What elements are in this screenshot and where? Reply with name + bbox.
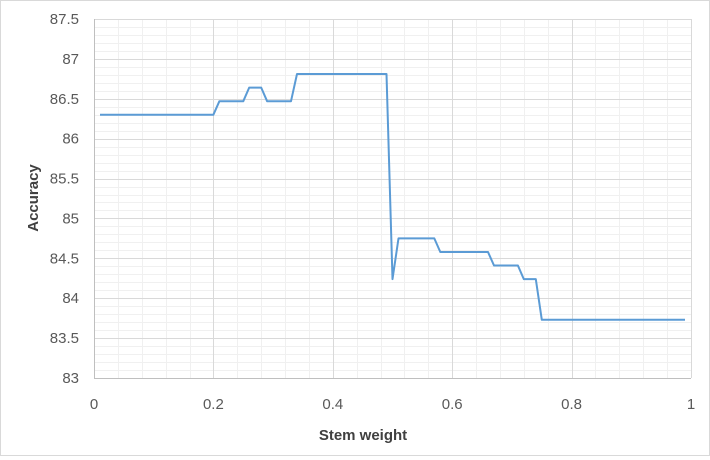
y-tick-label: 83.5: [50, 330, 79, 347]
y-tick-labels: 83 83.5 84 84.5 85 85.5 86 86.5 87 87.5: [50, 11, 79, 387]
y-tick-label: 84.5: [50, 250, 79, 267]
x-tick-label: 0: [90, 396, 98, 413]
axes: [94, 19, 691, 379]
series-line-1: [100, 73, 685, 321]
series-layer: [100, 73, 685, 321]
y-tick-label: 85.5: [50, 171, 79, 188]
x-tick-label: 0.6: [442, 396, 463, 413]
major-gridlines: [94, 19, 692, 379]
y-tick-label: 87.5: [50, 11, 79, 28]
y-axis-label: Accuracy: [25, 164, 42, 232]
x-tick-label: 0.8: [561, 396, 582, 413]
y-tick-label: 83: [62, 370, 79, 387]
x-axis-label: Stem weight: [319, 427, 407, 444]
x-tick-labels: 0 0.2 0.4 0.6 0.8 1: [90, 396, 695, 413]
y-tick-label: 85: [62, 210, 79, 227]
y-tick-label: 84: [62, 290, 79, 307]
x-tick-label: 0.4: [322, 396, 343, 413]
y-tick-label: 86.5: [50, 91, 79, 108]
x-tick-label: 1: [687, 396, 695, 413]
minor-gridlines: [94, 19, 692, 379]
y-tick-label: 87: [62, 51, 79, 68]
x-tick-label: 0.2: [203, 396, 224, 413]
y-tick-label: 86: [62, 131, 79, 148]
